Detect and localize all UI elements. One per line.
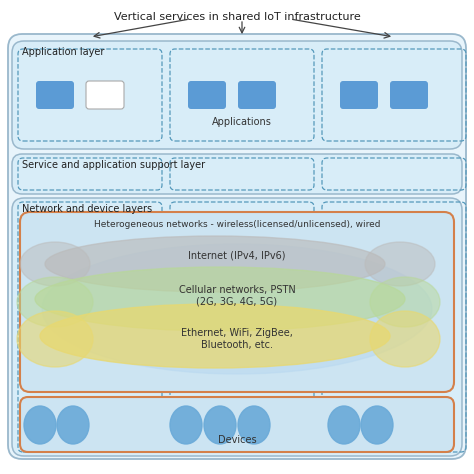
FancyBboxPatch shape (20, 212, 454, 392)
FancyBboxPatch shape (86, 81, 124, 109)
Ellipse shape (17, 311, 93, 367)
FancyBboxPatch shape (340, 81, 378, 109)
Text: Application layer: Application layer (22, 47, 104, 57)
Ellipse shape (57, 406, 89, 444)
Ellipse shape (24, 406, 56, 444)
FancyBboxPatch shape (12, 154, 462, 194)
Ellipse shape (45, 236, 385, 292)
Text: Vertical services in shared IoT infrastructure: Vertical services in shared IoT infrastr… (114, 12, 360, 22)
Text: Service and application support layer: Service and application support layer (22, 160, 205, 170)
FancyBboxPatch shape (188, 81, 226, 109)
Ellipse shape (170, 406, 202, 444)
Ellipse shape (365, 242, 435, 286)
Text: Network and device layers: Network and device layers (22, 204, 152, 214)
Ellipse shape (238, 406, 270, 444)
FancyBboxPatch shape (238, 81, 276, 109)
Text: Cellular networks, PSTN
(2G, 3G, 4G, 5G): Cellular networks, PSTN (2G, 3G, 4G, 5G) (179, 285, 295, 307)
Ellipse shape (35, 267, 405, 331)
FancyBboxPatch shape (12, 41, 462, 149)
Ellipse shape (20, 242, 90, 286)
Ellipse shape (17, 277, 93, 327)
FancyBboxPatch shape (36, 81, 74, 109)
Ellipse shape (204, 406, 236, 444)
Ellipse shape (370, 311, 440, 367)
Ellipse shape (328, 406, 360, 444)
Ellipse shape (361, 406, 393, 444)
FancyBboxPatch shape (20, 397, 454, 452)
Ellipse shape (370, 277, 440, 327)
FancyBboxPatch shape (8, 34, 466, 459)
Ellipse shape (42, 244, 432, 374)
Ellipse shape (40, 304, 390, 368)
Text: Ethernet, WiFi, ZigBee,
Bluetooth, etc.: Ethernet, WiFi, ZigBee, Bluetooth, etc. (181, 328, 293, 350)
Text: Heterogeneous networks - wireless(licensed/unlicensed), wired: Heterogeneous networks - wireless(licens… (94, 220, 380, 229)
FancyBboxPatch shape (12, 198, 462, 456)
FancyBboxPatch shape (390, 81, 428, 109)
Text: Applications: Applications (212, 117, 272, 127)
Text: Internet (IPv4, IPv6): Internet (IPv4, IPv6) (188, 251, 286, 261)
Text: Devices: Devices (218, 435, 256, 445)
